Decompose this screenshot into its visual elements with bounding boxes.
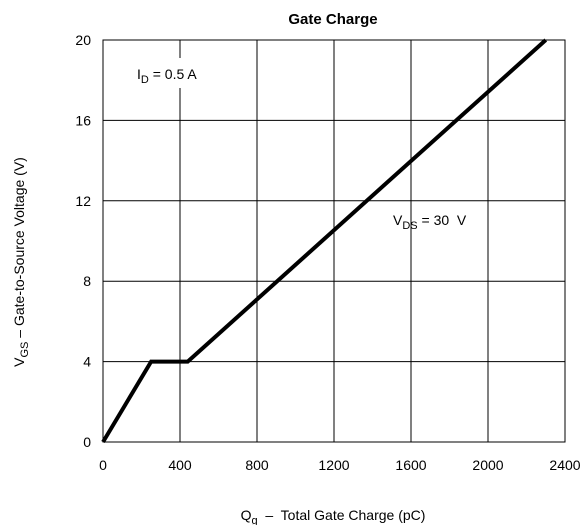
y-tick-label: 0 [83, 434, 91, 450]
y-axis-label-main: V [11, 357, 27, 367]
annotation-drain-current-value: = 0.5 A [149, 66, 198, 82]
y-tick-label: 4 [83, 354, 91, 370]
annotation-drain-source-voltage-sub: DS [402, 220, 417, 232]
series-line [101, 38, 548, 444]
x-tick-label: 2000 [472, 457, 503, 473]
x-tick-label: 1200 [318, 457, 349, 473]
y-tick-label: 16 [75, 112, 91, 128]
annotation-drain-current: ID = 0.5 A [137, 66, 197, 86]
x-axis-label-sub: g [251, 515, 257, 525]
y-tick-label: 8 [83, 273, 91, 289]
y-tick-labels: 0 4 8 12 16 20 [75, 32, 91, 450]
x-axis-label-rest: – Total Gate Charge (pC) [258, 507, 426, 523]
plot-area-frame [102, 39, 566, 443]
annotation-drain-source-voltage-value: = 30 V [418, 212, 467, 228]
x-tick-label: 2400 [549, 457, 580, 473]
y-axis-label-rest: – Gate-to-Source Voltage (V) [11, 157, 27, 341]
x-axis-label: Qg – Total Gate Charge (pC) [241, 507, 426, 525]
x-tick-label: 1600 [395, 457, 426, 473]
y-tick-label: 12 [75, 193, 91, 209]
annotation-id-background [130, 58, 256, 88]
plot-grid [103, 40, 565, 442]
y-axis-label: VGS – Gate-to-Source Voltage (V) [11, 157, 31, 367]
x-tick-label: 800 [245, 457, 269, 473]
y-axis-label-sub: GS [19, 342, 31, 358]
annotation-drain-source-voltage-main: V [393, 212, 403, 228]
x-axis-label-main: Q [241, 507, 252, 523]
annotation-drain-current-sub: D [141, 74, 149, 86]
x-tick-label: 400 [168, 457, 192, 473]
y-tick-label: 20 [75, 32, 91, 48]
chart-title: Gate Charge [288, 11, 377, 28]
annotation-drain-source-voltage: VDS = 30 V [393, 212, 467, 232]
annotation-drain-current-main: I [137, 66, 141, 82]
x-tick-labels: 0 400 800 1200 1600 2000 2400 [99, 457, 581, 473]
x-tick-label: 0 [99, 457, 107, 473]
